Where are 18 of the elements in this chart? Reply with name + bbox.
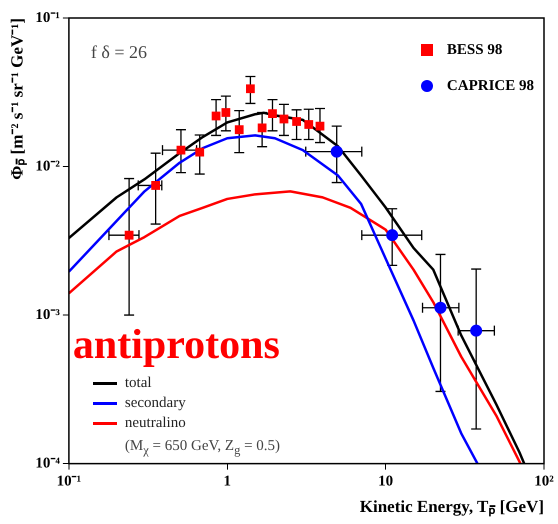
x-axis-title: Kinetic Energy, Tₚ̄ [GeV] [360, 497, 544, 518]
annotation: (M$_{χ}$ = 650 GeV, Z$_{g}$ = 0.5) [124, 438, 280, 458]
legend-label: secondary [124, 395, 186, 412]
x-tick-label: 10² [534, 473, 554, 490]
y-tick-label: 10⁻³ [35, 306, 60, 323]
annotation: f δ = 26 [90, 42, 148, 63]
legend-label: CAPRICE 98 [446, 78, 534, 94]
y-tick-label: 10⁻² [35, 158, 60, 174]
legend-label: neutralino [124, 415, 186, 432]
x-tick-label: 10⁻¹ [56, 473, 82, 490]
y-tick-label: 10⁻¹ [35, 10, 60, 26]
x-tick-label: 10 [378, 473, 394, 490]
y-tick-label: 10⁻⁴ [35, 455, 60, 472]
legend-label: total [124, 375, 152, 392]
legend-label: BESS 98 [446, 42, 502, 58]
x-tick-label: 1 [224, 473, 232, 490]
annotation: antiprotons [72, 322, 280, 368]
y-axis-title: Φₚ̄ [m⁻² s⁻¹ sr⁻¹ GeV⁻¹] [8, 18, 28, 180]
